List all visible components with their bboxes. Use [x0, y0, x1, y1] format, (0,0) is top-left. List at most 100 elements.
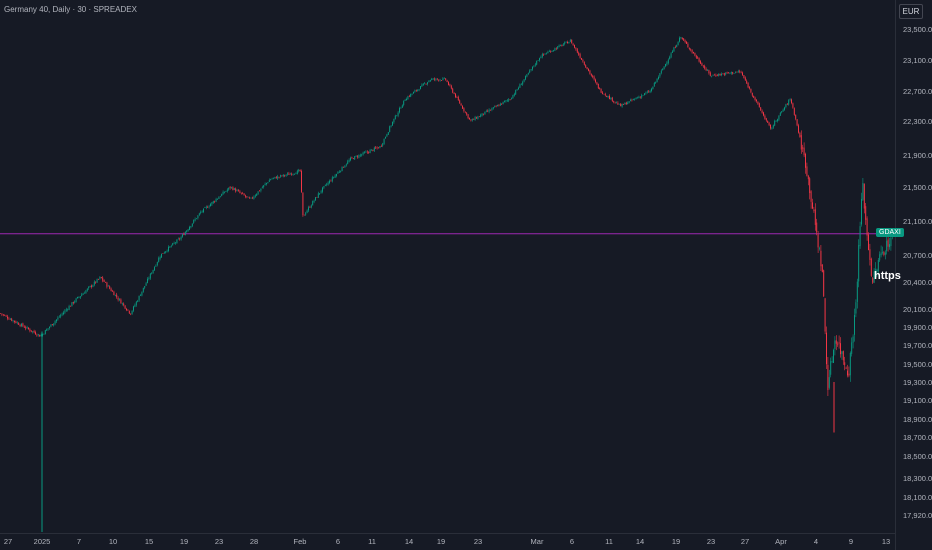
candle-body: [190, 226, 192, 228]
candle-body: [551, 50, 553, 52]
candle-body: [218, 197, 220, 199]
x-tick-label: 7: [77, 537, 81, 546]
candle-body: [268, 180, 270, 182]
candle-body: [602, 92, 603, 94]
candle-body: [411, 93, 413, 95]
y-tick-label: 20,100.0: [903, 305, 932, 314]
candle-body: [334, 175, 336, 178]
candle-body: [774, 120, 776, 126]
candle-body: [872, 278, 874, 283]
candle-body: [606, 95, 608, 97]
candle-body: [723, 73, 725, 75]
candle-body: [476, 117, 477, 119]
candle-body: [152, 269, 154, 274]
candle-body: [886, 240, 888, 252]
candle-body: [845, 367, 847, 369]
candle-body: [466, 112, 468, 115]
candle-body: [691, 49, 693, 53]
candle-body: [252, 197, 253, 199]
candle-body: [729, 72, 731, 74]
candle-body: [509, 99, 511, 100]
candle-body: [746, 80, 748, 84]
candle-body: [142, 287, 144, 292]
candle-body: [473, 119, 475, 120]
candle-body: [579, 54, 581, 58]
candle-body: [539, 58, 540, 61]
candle-body: [316, 197, 318, 198]
candle-body: [821, 264, 823, 273]
candle-body: [103, 280, 105, 282]
candle-body: [428, 80, 430, 83]
candle-body: [354, 156, 356, 160]
y-tick-label: 21,900.0: [903, 151, 932, 160]
candle-body: [198, 213, 200, 215]
currency-button[interactable]: EUR: [899, 4, 923, 19]
candle-body: [303, 214, 305, 216]
candle-body: [421, 84, 423, 87]
candle-body: [679, 37, 680, 42]
candle-body: [197, 215, 199, 219]
candle-body: [505, 100, 507, 102]
candle-body: [827, 364, 829, 391]
candle-body: [638, 96, 640, 99]
x-tick-label: Mar: [531, 537, 544, 546]
candle-body: [732, 72, 734, 74]
candle-body: [726, 72, 728, 74]
candle-body: [12, 320, 14, 322]
candle-body: [684, 40, 686, 43]
candle-body: [289, 173, 291, 175]
candle-body: [1, 313, 3, 315]
candle-body: [887, 239, 889, 247]
candle-body: [89, 285, 91, 288]
candle-body: [835, 340, 837, 344]
candle-body: [344, 165, 346, 168]
candle-body: [70, 306, 71, 307]
candle-body: [375, 147, 377, 149]
candle-body: [357, 156, 358, 158]
candle-body: [471, 119, 473, 121]
candle-body: [781, 111, 783, 113]
candle-body: [785, 104, 787, 108]
candle-body: [156, 262, 158, 265]
candle-body: [397, 112, 399, 116]
candle-body: [390, 125, 392, 127]
candle-body: [369, 150, 371, 154]
candle-body: [523, 79, 525, 82]
candle-body: [147, 278, 148, 283]
candle-body: [522, 81, 524, 85]
candle-body: [71, 302, 73, 307]
candle-body: [58, 316, 60, 318]
candle-body: [166, 250, 168, 252]
candle-body: [620, 103, 622, 107]
candle-body: [98, 279, 99, 280]
candle-body: [519, 84, 521, 88]
candle-body: [436, 78, 438, 80]
candle-body: [693, 52, 694, 54]
candle-body: [278, 176, 280, 178]
candle-body: [737, 71, 739, 73]
y-tick-label: 19,300.0: [903, 378, 932, 387]
candle-body: [515, 90, 517, 95]
candle-body: [690, 49, 692, 51]
chart-title: Germany 40, Daily · 30 · SPREADEX: [4, 5, 137, 14]
candle-body: [760, 107, 762, 111]
candle-body: [383, 138, 385, 144]
candle-body: [810, 191, 812, 202]
y-tick-label: 18,900.0: [903, 415, 932, 424]
candle-body: [78, 296, 80, 298]
candle-body: [455, 93, 456, 98]
candle-body: [270, 179, 272, 181]
candle-body: [554, 48, 556, 51]
candle-body: [135, 301, 137, 306]
candle-body: [704, 65, 706, 69]
candle-body: [637, 97, 638, 99]
candle-body: [806, 166, 808, 176]
candle-body: [403, 100, 405, 106]
candle-body: [172, 243, 174, 246]
candle-body: [77, 296, 78, 299]
candle-body: [315, 197, 316, 201]
x-tick-label: 4: [814, 537, 818, 546]
candle-body: [47, 328, 49, 330]
candle-body: [744, 77, 746, 81]
